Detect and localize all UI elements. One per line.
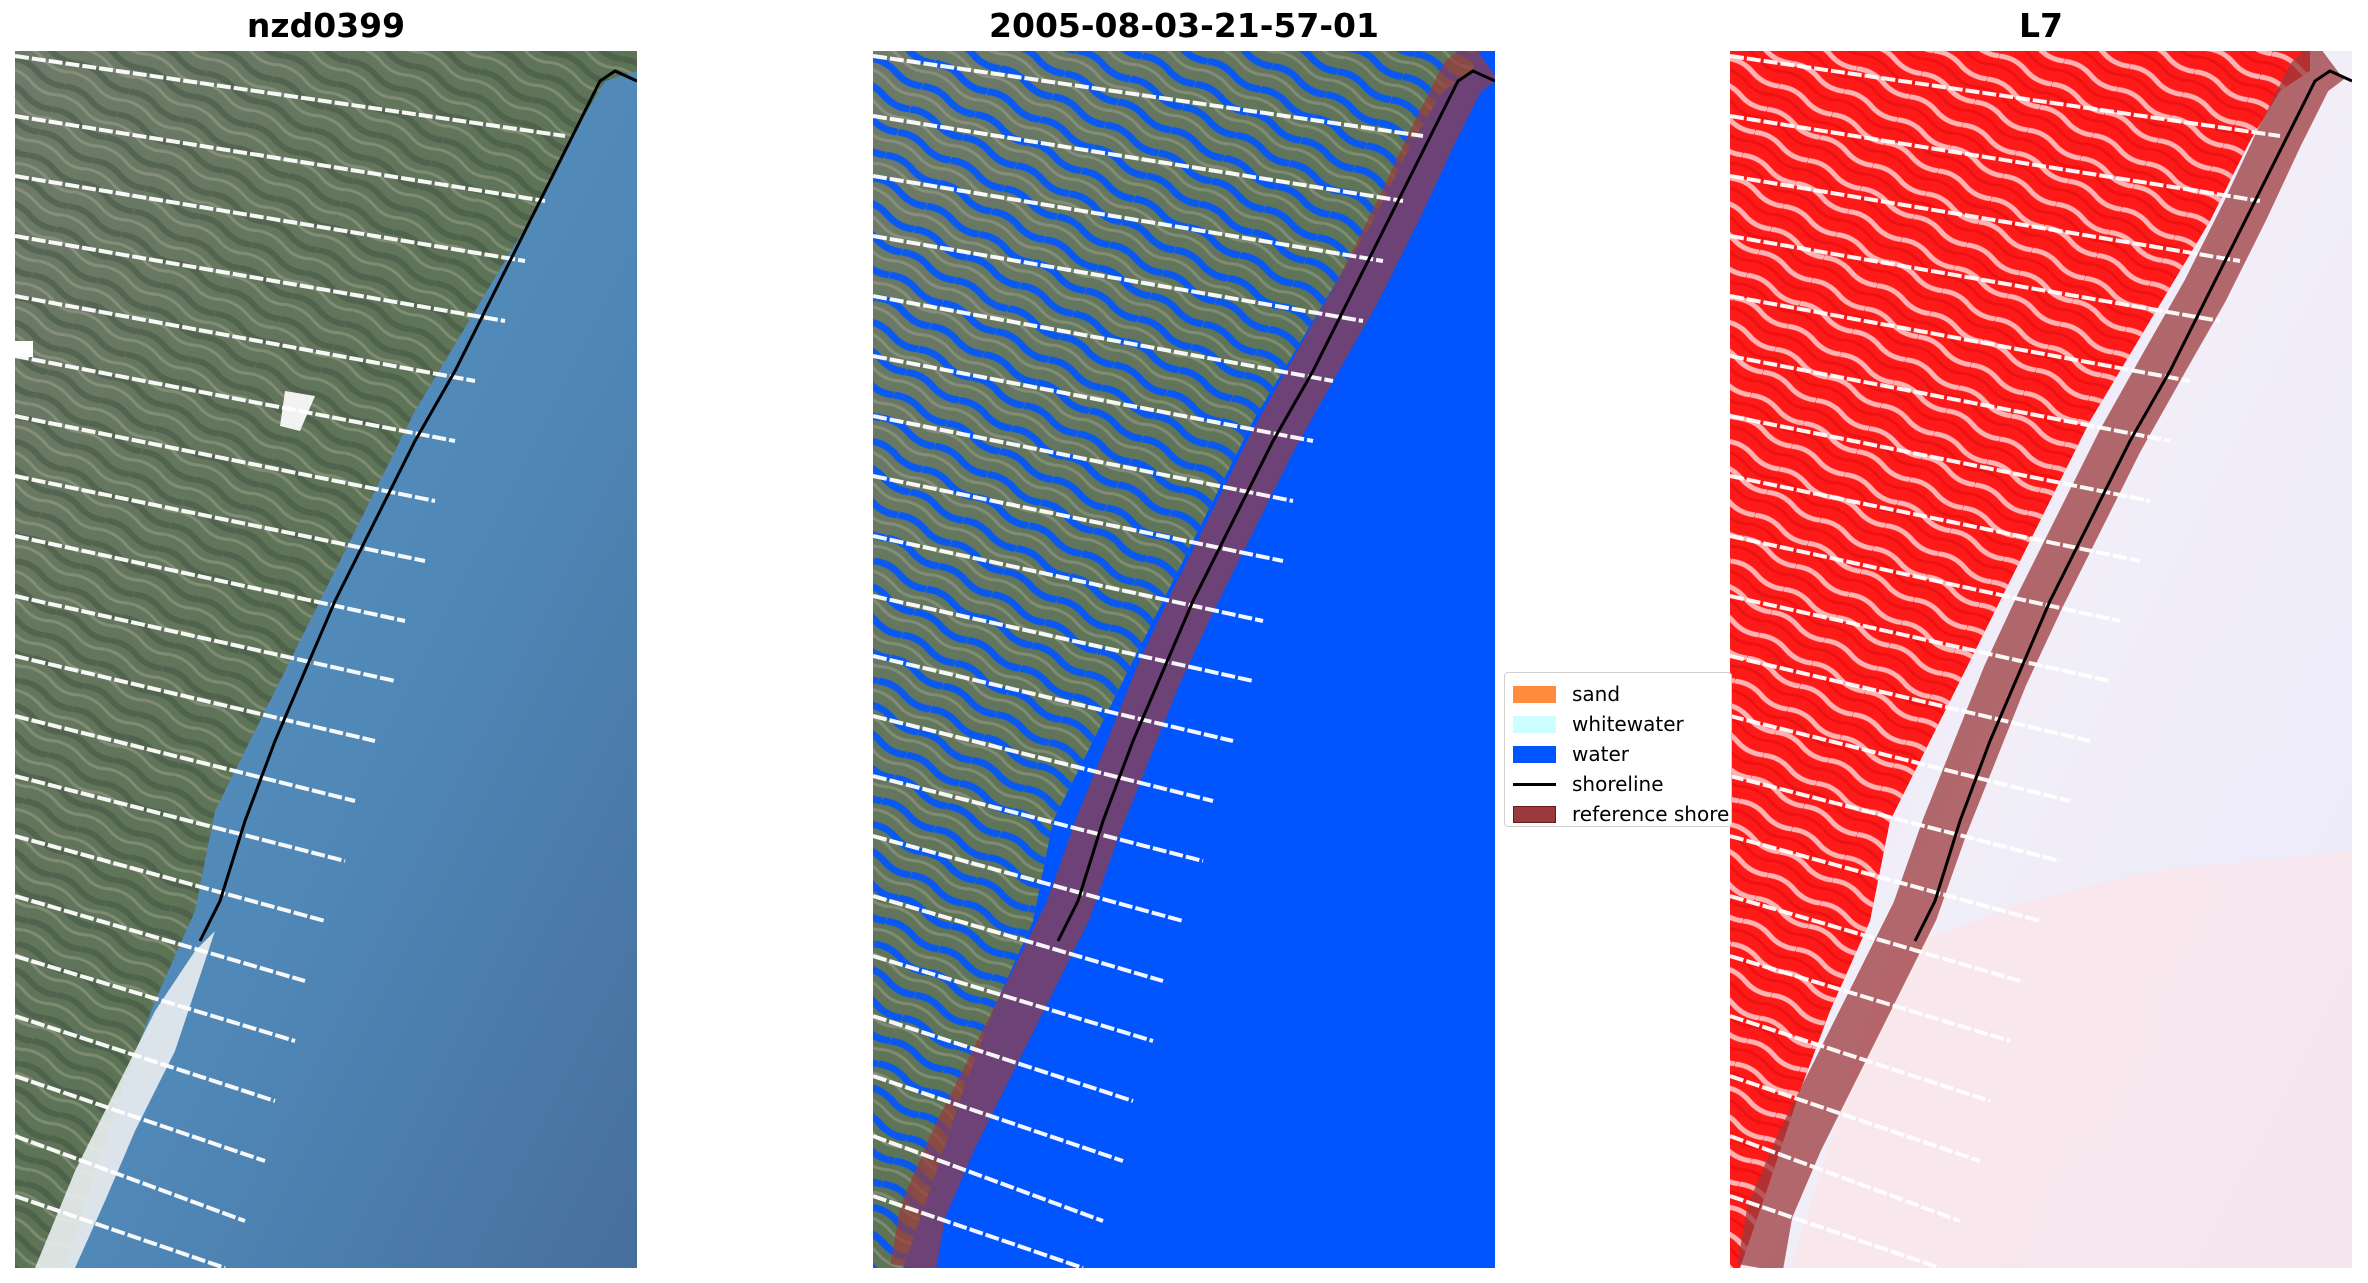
panel-2-title: 2005-08-03-21-57-01 bbox=[989, 6, 1379, 45]
rgb-image-canvas bbox=[15, 51, 637, 1268]
legend-item-sand: sand bbox=[1513, 680, 1620, 708]
scan-line-gaps bbox=[1730, 54, 2281, 1268]
legend-label-reference-shore: reference shore bbox=[1572, 802, 1730, 826]
index-image-canvas bbox=[1730, 51, 2352, 1268]
shoreline-line-swatch bbox=[1513, 782, 1556, 786]
legend: sand whitewater water shoreline referenc… bbox=[1504, 672, 1732, 827]
legend-item-shoreline: shoreline bbox=[1513, 770, 1664, 798]
index-image bbox=[1730, 51, 2352, 1268]
legend-label-water: water bbox=[1572, 742, 1629, 766]
scan-line-gaps bbox=[15, 54, 566, 1268]
legend-item-reference-shore: reference shore bbox=[1513, 800, 1730, 826]
rgb-satellite-image bbox=[15, 51, 637, 1268]
shoreline bbox=[1913, 69, 2352, 942]
classified-image bbox=[873, 51, 1495, 1268]
sand-swatch bbox=[1513, 685, 1556, 703]
reference-shore-swatch bbox=[1513, 805, 1556, 823]
legend-label-shoreline: shoreline bbox=[1572, 772, 1664, 796]
shoreline bbox=[198, 69, 637, 942]
legend-label-sand: sand bbox=[1572, 682, 1621, 706]
shoreline bbox=[1056, 69, 1495, 942]
legend-label-whitewater: whitewater bbox=[1572, 712, 1684, 736]
water-swatch bbox=[1513, 745, 1556, 763]
panel-1-title: nzd0399 bbox=[246, 6, 406, 45]
legend-item-whitewater: whitewater bbox=[1513, 710, 1684, 738]
legend-item-water: water bbox=[1513, 740, 1629, 768]
classified-image-canvas bbox=[873, 51, 1495, 1268]
panel-3-title: L7 bbox=[2019, 6, 2063, 45]
whitewater-swatch bbox=[1513, 715, 1556, 733]
scan-line-gaps bbox=[873, 54, 1424, 1268]
